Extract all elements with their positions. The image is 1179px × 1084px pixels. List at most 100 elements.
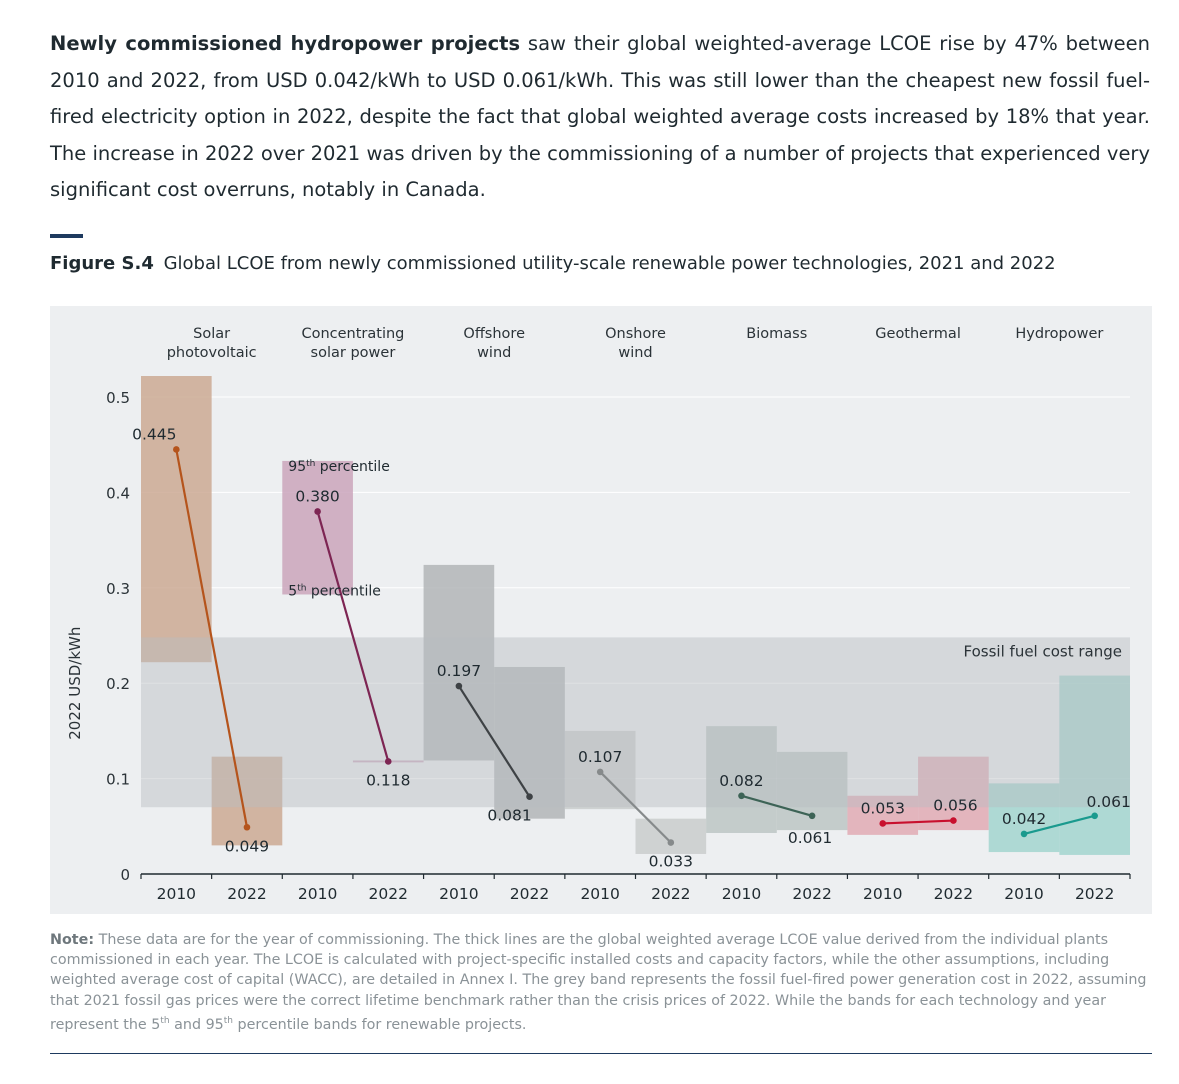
value-label-6-0: 0.042 — [1002, 810, 1046, 828]
p95-number: 95 — [288, 459, 306, 475]
intro-paragraph: Newly commissioned hydropower projects s… — [50, 26, 1150, 209]
note: Note: These data are for the year of com… — [50, 930, 1152, 1035]
y-tick-label-3: 0.3 — [106, 580, 130, 598]
point-5-0 — [879, 820, 887, 827]
p5-text: percentile — [306, 583, 380, 599]
x-year-label-6-1: 2022 — [1075, 885, 1114, 903]
trend-line-6 — [1023, 814, 1095, 835]
x-year-label-2-1: 2022 — [510, 885, 549, 903]
value-label-2-1: 0.081 — [487, 807, 531, 825]
band-2-0 — [423, 564, 495, 761]
value-label-0-1: 0.049 — [225, 837, 269, 855]
band-6-1 — [1059, 675, 1130, 855]
value-label-1-1: 0.118 — [366, 771, 410, 789]
point-3-0 — [596, 768, 604, 776]
point-5-1 — [950, 817, 957, 824]
value-label-3-0: 0.107 — [578, 748, 622, 766]
x-year-label-6-0: 2010 — [1004, 885, 1043, 903]
trend-line-3 — [599, 771, 672, 844]
tech-label-3-1: wind — [618, 345, 652, 361]
point-3-1 — [667, 839, 675, 846]
band-2-1 — [494, 666, 565, 819]
trend-line-2 — [457, 685, 531, 798]
x-year-label-3-1: 2022 — [651, 885, 690, 903]
p5-number: 5 — [288, 583, 297, 599]
band-1-0 — [282, 460, 353, 595]
note-sup-2: th — [223, 1015, 234, 1026]
point-4-1 — [808, 812, 816, 820]
tech-label-3-0: Onshore — [605, 326, 666, 342]
tech-label-5-0: Geothermal — [875, 326, 961, 342]
value-label-5-1: 0.056 — [933, 797, 977, 815]
x-year-label-5-1: 2022 — [934, 885, 973, 903]
trend-line-1 — [316, 511, 390, 762]
value-label-2-0: 0.197 — [437, 662, 481, 680]
band-3-1 — [635, 818, 707, 854]
value-label-1-0: 0.380 — [295, 487, 339, 505]
p5-sup: th — [297, 583, 306, 593]
p95-annotation: 95th percentile — [288, 459, 390, 475]
tech-label-4-0: Biomass — [746, 326, 807, 342]
tech-label-2-1: wind — [477, 345, 511, 361]
figure-title: Figure S.4 Global LCOE from newly commis… — [50, 253, 1056, 274]
point-1-0 — [314, 508, 321, 515]
p95-sup: th — [306, 459, 315, 469]
p95-text: percentile — [315, 459, 389, 475]
fossil-fuel-band — [141, 637, 1130, 808]
x-year-label-2-0: 2010 — [439, 885, 478, 903]
point-4-0 — [738, 792, 745, 800]
value-label-5-0: 0.053 — [861, 799, 905, 817]
lcoe-chart: 0 0.1 0.2 0.3 0.4 0.5 2022 USD/kWh Fossil fuel … — [66, 326, 1131, 903]
y-tick-label-2: 0.2 — [106, 675, 130, 693]
x-year-label-5-0: 2010 — [863, 885, 902, 903]
note-label: Note: — [50, 932, 95, 948]
value-label-6-1: 0.061 — [1086, 793, 1130, 811]
note-text-c: percentile bands for renewable projects. — [233, 1016, 527, 1033]
band-4-0 — [706, 726, 777, 833]
point-6-1 — [1091, 812, 1098, 820]
x-year-label-0-0: 2010 — [157, 885, 196, 903]
tech-label-1-1: solar power — [311, 345, 396, 361]
x-year-label-0-1: 2022 — [227, 885, 266, 903]
chart-panel: 0 0.1 0.2 0.3 0.4 0.5 2022 USD/kWh Fossil fuel … — [50, 306, 1152, 914]
y-tick-label-0: 0 — [120, 866, 130, 884]
note-sup-1: th — [160, 1015, 170, 1026]
point-2-1 — [526, 793, 533, 801]
y-tick-label-5: 0.5 — [106, 389, 130, 407]
x-year-label-1-0: 2010 — [298, 885, 337, 903]
x-year-label-4-1: 2022 — [792, 885, 831, 903]
tech-label-0-0: Solar — [193, 326, 230, 342]
band-0-0 — [141, 376, 212, 663]
trend-line-0 — [175, 449, 249, 828]
y-tick-label-4: 0.4 — [106, 484, 130, 502]
value-label-4-1: 0.061 — [788, 829, 832, 847]
value-label-4-0: 0.082 — [719, 772, 763, 790]
accent-bar — [50, 234, 83, 238]
figure-label: Figure S.4 — [50, 253, 154, 274]
intro-lead: Newly commissioned hydropower projects — [50, 32, 521, 55]
x-year-label-3-0: 2010 — [580, 885, 619, 903]
point-6-0 — [1020, 830, 1028, 838]
p5-annotation: 5th percentile — [288, 583, 381, 599]
bottom-rule — [50, 1053, 1152, 1054]
x-year-label-1-1: 2022 — [369, 885, 408, 903]
value-label-0-0: 0.445 — [132, 425, 176, 443]
value-label-3-1: 0.033 — [649, 853, 693, 871]
point-2-0 — [455, 682, 463, 690]
trend-line-4 — [741, 794, 813, 817]
tech-label-1-0: Concentrating — [301, 326, 404, 342]
point-1-1 — [384, 758, 392, 765]
band-5-0 — [847, 795, 919, 835]
point-0-0 — [173, 446, 180, 453]
figure-caption: Global LCOE from newly commissioned util… — [163, 253, 1056, 274]
band-6-0 — [988, 783, 1060, 853]
x-year-label-4-0: 2010 — [722, 885, 761, 903]
fossil-fuel-band-label: Fossil fuel cost range — [964, 642, 1122, 660]
tech-label-0-1: photovoltaic — [167, 345, 257, 361]
y-tick-label-1: 0.1 — [106, 771, 130, 789]
note-text-a: These data are for the year of commissio… — [50, 932, 1147, 1033]
tech-label-6-0: Hydropower — [1015, 326, 1103, 342]
band-0-1 — [211, 756, 283, 846]
trend-line-5 — [882, 819, 954, 825]
note-text-b: and 95 — [169, 1016, 224, 1033]
